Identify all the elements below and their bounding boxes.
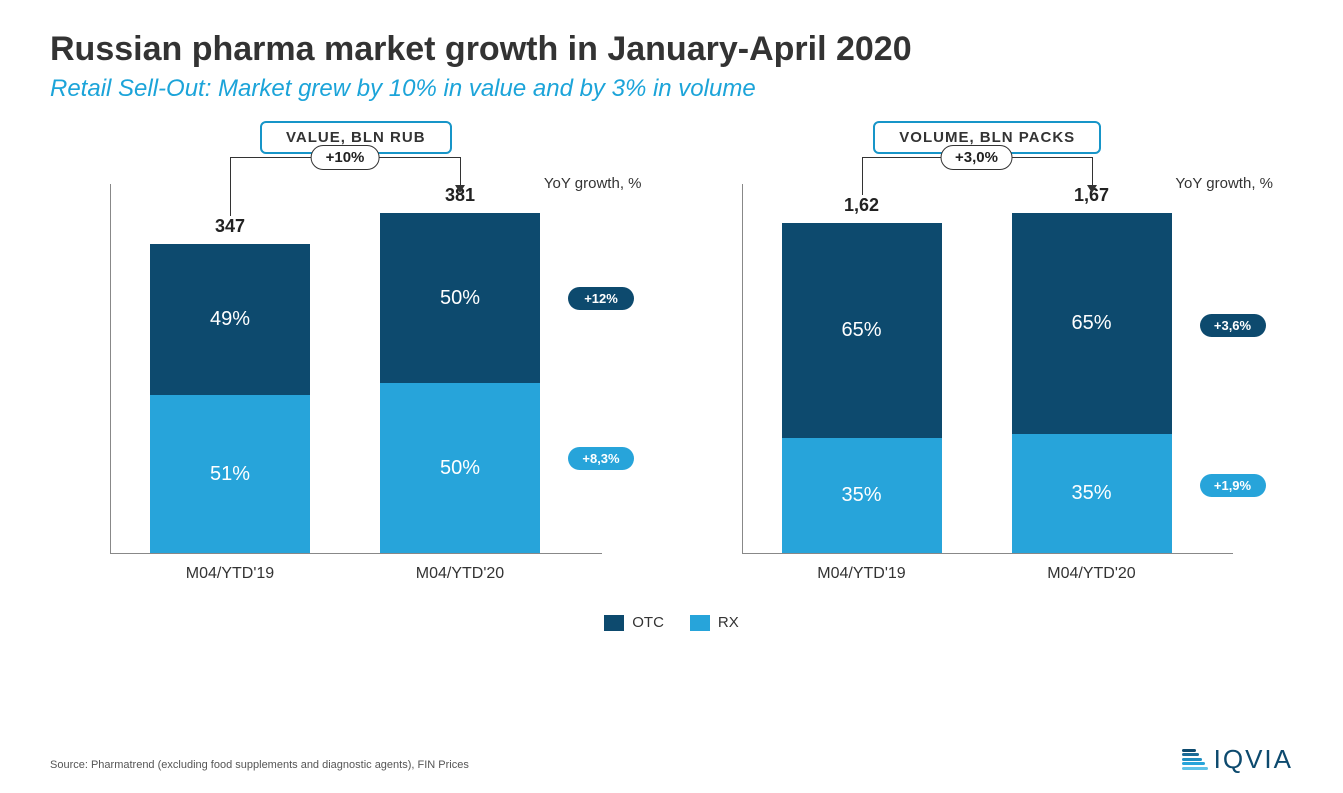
stacked-bar: 50%50%381M04/YTD'20	[380, 213, 540, 553]
bar-total-label: 1,62	[782, 195, 942, 216]
bar-x-label: M04/YTD'19	[782, 565, 942, 583]
bar-x-label: M04/YTD'19	[150, 565, 310, 583]
logo-text: IQVIA	[1214, 744, 1293, 775]
logo-stripes-icon	[1182, 749, 1208, 771]
y-axis	[110, 184, 111, 554]
yoy-growth-label: YoY growth, %	[544, 175, 642, 192]
connector-line	[1092, 157, 1093, 185]
chart-area: 65%35%1,62M04/YTD'1965%35%1,67M04/YTD'20…	[702, 164, 1274, 594]
page-subtitle: Retail Sell-Out: Market grew by 10% in v…	[50, 75, 1293, 103]
x-axis	[742, 553, 1234, 554]
charts-row: VALUE, BLN RUB49%51%347M04/YTD'1950%50%3…	[50, 121, 1293, 594]
legend-label: RX	[718, 614, 739, 631]
slide: Russian pharma market growth in January-…	[0, 0, 1343, 793]
connector-line	[230, 157, 231, 216]
legend-item: RX	[690, 614, 739, 631]
source-footnote: Source: Pharmatrend (excluding food supp…	[50, 759, 469, 771]
bar-segment-otc: 49%	[150, 244, 310, 396]
bar-segment-otc: 65%	[782, 223, 942, 437]
connector-line	[862, 157, 863, 195]
page-title: Russian pharma market growth in January-…	[50, 30, 1293, 69]
bar-x-label: M04/YTD'20	[1012, 565, 1172, 583]
bar-segment-otc: 65%	[1012, 213, 1172, 434]
arrowhead-icon	[455, 185, 465, 193]
x-axis	[110, 553, 602, 554]
legend-swatch	[690, 615, 710, 631]
bar-segment-rx: 50%	[380, 383, 540, 553]
stacked-bar: 49%51%347M04/YTD'19	[150, 244, 310, 553]
yoy-growth-pill: +1,9%	[1200, 474, 1266, 497]
yoy-growth-pill: +3,6%	[1200, 314, 1266, 337]
chart-panel: VALUE, BLN RUB49%51%347M04/YTD'1950%50%3…	[70, 121, 642, 594]
growth-badge: +10%	[311, 145, 380, 170]
legend-item: OTC	[604, 614, 664, 631]
legend-label: OTC	[632, 614, 664, 631]
bar-segment-rx: 35%	[782, 438, 942, 553]
yoy-growth-pill: +8,3%	[568, 447, 634, 470]
brand-logo: IQVIA	[1182, 744, 1293, 775]
stacked-bar: 65%35%1,62M04/YTD'19	[782, 223, 942, 553]
bar-segment-rx: 35%	[1012, 434, 1172, 553]
legend: OTC RX	[50, 614, 1293, 631]
bar-x-label: M04/YTD'20	[380, 565, 540, 583]
legend-swatch	[604, 615, 624, 631]
arrowhead-icon	[1087, 185, 1097, 193]
bar-segment-otc: 50%	[380, 213, 540, 383]
yoy-growth-pill: +12%	[568, 287, 634, 310]
chart-area: 49%51%347M04/YTD'1950%50%381M04/YTD'20+1…	[70, 164, 642, 594]
chart-panel: VOLUME, BLN PACKS65%35%1,62M04/YTD'1965%…	[702, 121, 1274, 594]
y-axis	[742, 184, 743, 554]
growth-badge: +3,0%	[940, 145, 1013, 170]
stacked-bar: 65%35%1,67M04/YTD'20	[1012, 213, 1172, 553]
connector-line	[460, 157, 461, 185]
bar-total-label: 347	[150, 216, 310, 237]
yoy-growth-label: YoY growth, %	[1175, 175, 1273, 192]
bar-segment-rx: 51%	[150, 395, 310, 553]
